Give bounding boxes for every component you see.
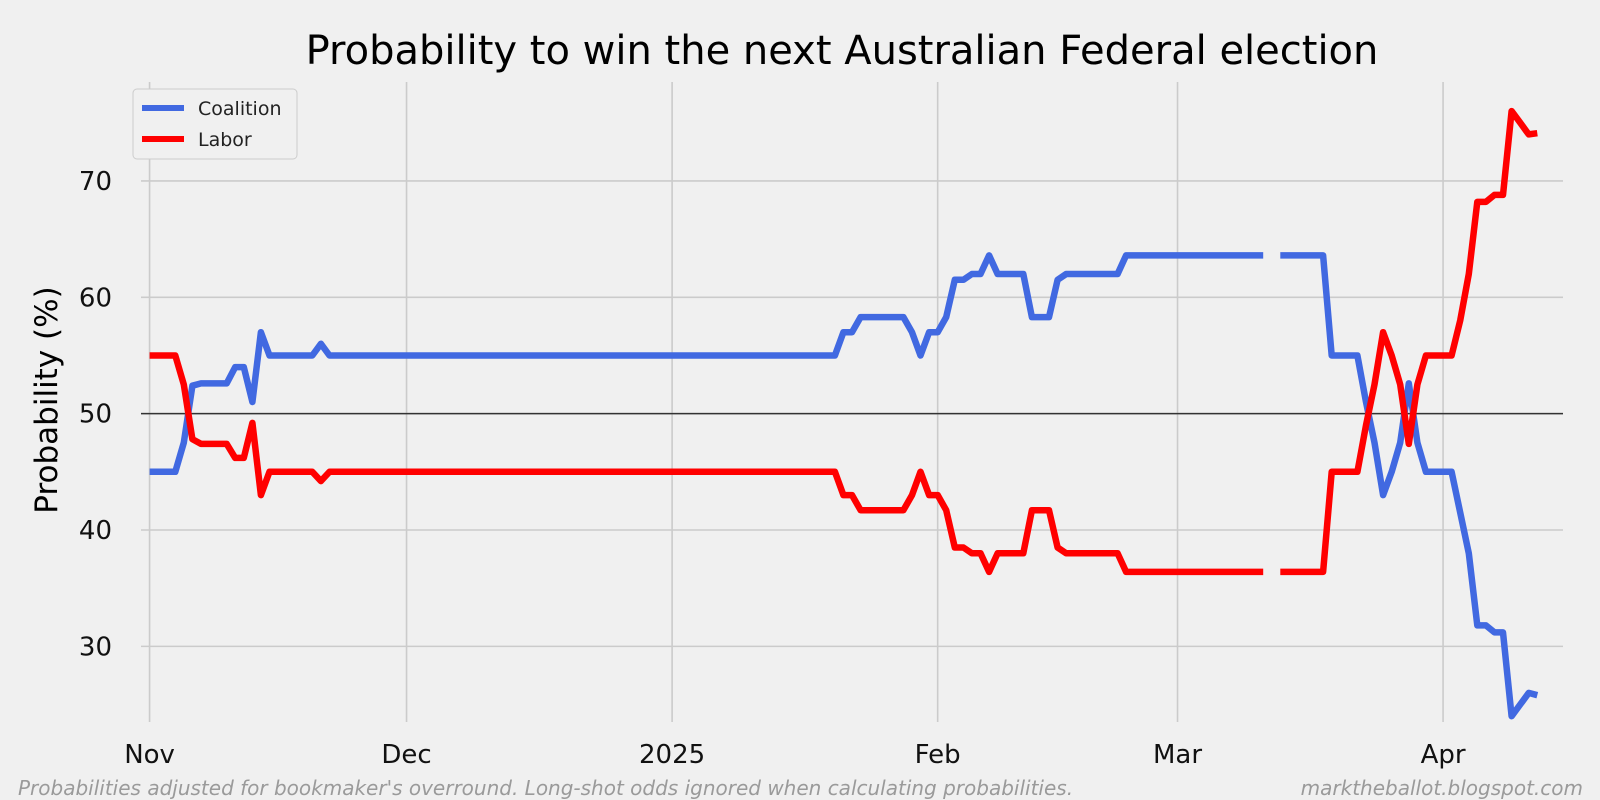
y-tick-label: 50 (79, 400, 112, 430)
x-tick-label: Apr (1421, 740, 1466, 770)
series-layer (149, 107, 1539, 720)
y-tick-label: 70 (79, 167, 112, 197)
series-line-coalition-segment-1 (149, 252, 1264, 476)
series-line-labor-segment-2 (1280, 107, 1538, 576)
y-axis-label: Probability (%) (29, 286, 65, 513)
y-tick-label: 40 (79, 516, 112, 546)
tick-labels: 30 40 50 60 70 Nov Dec 2025 Feb Mar Apr (79, 167, 1466, 770)
x-tick-label: 2025 (639, 740, 705, 770)
x-tick-label: Dec (381, 740, 431, 770)
x-tick-label: Feb (915, 740, 961, 770)
legend: Coalition Labor (132, 88, 298, 160)
x-tick-label: Nov (124, 740, 175, 770)
y-tick-label: 30 (79, 632, 112, 662)
x-tick-label: Mar (1153, 740, 1202, 770)
footnote-source: marktheballot.blogspot.com (1301, 776, 1583, 800)
series-line-labor-segment-1 (149, 352, 1264, 576)
footnote-text: Probabilities adjusted for bookmaker's o… (18, 776, 1073, 800)
y-tick-label: 60 (79, 283, 112, 313)
chart-title: Probability to win the next Australian F… (306, 28, 1379, 74)
legend-label-labor: Labor (198, 129, 252, 151)
legend-label-coalition: Coalition (198, 98, 282, 120)
series-line-coalition-segment-2 (1280, 252, 1539, 720)
